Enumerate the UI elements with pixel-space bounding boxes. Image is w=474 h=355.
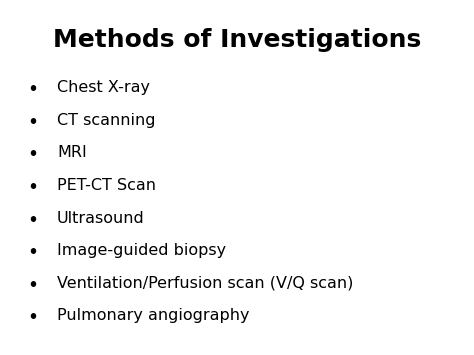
Text: •: • bbox=[27, 211, 39, 230]
Text: Ventilation/Perfusion scan (V/Q scan): Ventilation/Perfusion scan (V/Q scan) bbox=[57, 276, 353, 291]
Text: CT scanning: CT scanning bbox=[57, 113, 155, 127]
Text: •: • bbox=[27, 276, 39, 295]
Text: •: • bbox=[27, 80, 39, 99]
Text: MRI: MRI bbox=[57, 145, 87, 160]
Text: Pulmonary angiography: Pulmonary angiography bbox=[57, 308, 249, 323]
Text: •: • bbox=[27, 145, 39, 164]
Text: Image-guided biopsy: Image-guided biopsy bbox=[57, 243, 226, 258]
Text: •: • bbox=[27, 178, 39, 197]
Text: •: • bbox=[27, 113, 39, 132]
Text: •: • bbox=[27, 243, 39, 262]
Text: •: • bbox=[27, 308, 39, 328]
Text: Ultrasound: Ultrasound bbox=[57, 211, 145, 225]
Text: PET-CT Scan: PET-CT Scan bbox=[57, 178, 156, 193]
Text: Methods of Investigations: Methods of Investigations bbox=[53, 28, 421, 53]
Text: Chest X-ray: Chest X-ray bbox=[57, 80, 150, 95]
